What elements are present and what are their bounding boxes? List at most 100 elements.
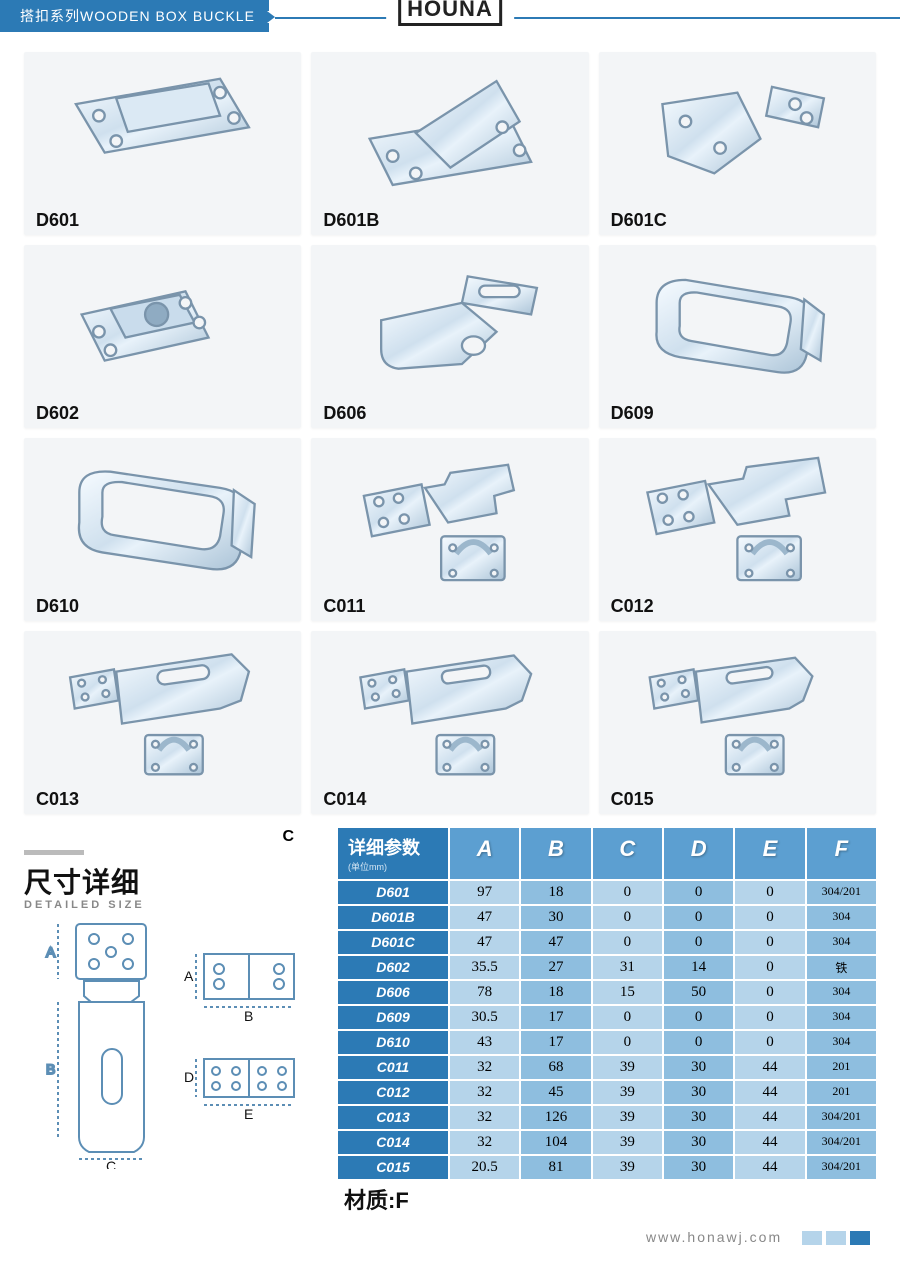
material-label: 材质:F <box>338 1179 876 1215</box>
row-header: C011 <box>338 1054 448 1079</box>
page-footer: www.honawj.com <box>0 1225 900 1257</box>
table-cell: 30 <box>662 1154 733 1179</box>
product-code: C011 <box>321 594 578 617</box>
product-thumb <box>321 58 578 208</box>
product-code: C014 <box>321 787 578 810</box>
svg-text:D: D <box>184 1069 194 1085</box>
brand-text: HOUNA <box>398 0 502 26</box>
table-cell: 0 <box>733 1004 804 1029</box>
svg-text:B: B <box>244 1008 253 1024</box>
table-cell: 304/201 <box>805 879 876 904</box>
svg-text:A: A <box>184 968 194 984</box>
row-header: C014 <box>338 1129 448 1154</box>
table-cell: 304 <box>805 904 876 929</box>
table-row: C0113268393044201 <box>338 1054 876 1079</box>
table-cell: 78 <box>448 979 519 1004</box>
product-code: D610 <box>34 594 291 617</box>
table-row: D606781815500304 <box>338 979 876 1004</box>
col-header: C <box>591 828 662 879</box>
table-row: D6019718000304/201 <box>338 879 876 904</box>
table-cell: 0 <box>591 1029 662 1054</box>
table-cell: 0 <box>733 904 804 929</box>
product-card: D609 <box>599 245 876 428</box>
table-cell: 304 <box>805 979 876 1004</box>
table-cell: 44 <box>733 1129 804 1154</box>
col-header: A <box>448 828 519 879</box>
product-thumb <box>609 637 866 787</box>
parameters-table: 详细参数 (单位mm) ABCDEF D6019718000304/201D60… <box>338 828 876 1215</box>
row-header: C015 <box>338 1154 448 1179</box>
table-cell: 126 <box>519 1104 590 1129</box>
table-cell: 44 <box>733 1079 804 1104</box>
table-row: D60930.517000304 <box>338 1004 876 1029</box>
dimension-diagram: A B C A B D E <box>24 919 324 1174</box>
product-card: D601C <box>599 52 876 235</box>
row-header: D610 <box>338 1029 448 1054</box>
brand-logo: HOUNA <box>386 0 514 22</box>
svg-text:A: A <box>46 944 56 960</box>
product-thumb <box>609 251 866 401</box>
table-cell: 15 <box>591 979 662 1004</box>
row-header: D601C <box>338 929 448 954</box>
col-header: B <box>519 828 590 879</box>
table-cell: 304/201 <box>805 1104 876 1129</box>
table-cell: 18 <box>519 879 590 904</box>
table-cell: 45 <box>519 1079 590 1104</box>
table-cell: 0 <box>662 879 733 904</box>
table-cell: 30 <box>519 904 590 929</box>
table-cell: 30 <box>662 1104 733 1129</box>
diagram-marker-c-top: C <box>24 828 324 846</box>
col-header: F <box>805 828 876 879</box>
table-cell: 0 <box>733 1029 804 1054</box>
product-code: C015 <box>609 787 866 810</box>
table-cell: 30 <box>662 1079 733 1104</box>
table-cell: 39 <box>591 1079 662 1104</box>
table-row: C0123245393044201 <box>338 1079 876 1104</box>
size-subtitle: DETAILED SIZE <box>24 899 324 911</box>
table-cell: 0 <box>733 979 804 1004</box>
table-cell: 32 <box>448 1129 519 1154</box>
table-cell: 44 <box>733 1104 804 1129</box>
table-cell: 32 <box>448 1054 519 1079</box>
table-cell: 0 <box>662 904 733 929</box>
table-cell: 304 <box>805 1004 876 1029</box>
row-header: D601B <box>338 904 448 929</box>
table-cell: 30 <box>662 1129 733 1154</box>
row-header: C012 <box>338 1079 448 1104</box>
table-cell: 50 <box>662 979 733 1004</box>
table-cell: 39 <box>591 1104 662 1129</box>
table-cell: 0 <box>733 954 804 979</box>
table-cell: 0 <box>591 929 662 954</box>
product-code: D609 <box>609 401 866 424</box>
product-card: D601B <box>311 52 588 235</box>
size-panel: C 尺寸详细 DETAILED SIZE A B <box>24 828 324 1215</box>
table-heading-sub: (单位mm) <box>348 860 438 873</box>
product-code: D602 <box>34 401 291 424</box>
table-cell: 30.5 <box>448 1004 519 1029</box>
table-cell: 44 <box>733 1054 804 1079</box>
table-header: 详细参数 (单位mm) ABCDEF <box>338 828 876 879</box>
chevron-icon <box>267 11 275 23</box>
table-cell: 32 <box>448 1104 519 1129</box>
product-card: D602 <box>24 245 301 428</box>
dash-icon <box>24 850 84 855</box>
table-cell: 304/201 <box>805 1129 876 1154</box>
table-cell: 35.5 <box>448 954 519 979</box>
table-cell: 0 <box>733 929 804 954</box>
table-cell: 47 <box>448 904 519 929</box>
product-code: D606 <box>321 401 578 424</box>
product-card: C015 <box>599 631 876 814</box>
product-card: C011 <box>311 438 588 621</box>
table-cell: 201 <box>805 1079 876 1104</box>
table-cell: 铁 <box>805 954 876 979</box>
table-cell: 18 <box>519 979 590 1004</box>
table-cell: 39 <box>591 1154 662 1179</box>
product-thumb <box>609 58 866 208</box>
product-card: C013 <box>24 631 301 814</box>
product-thumb <box>609 444 866 594</box>
table-heading-text: 详细参数 <box>348 838 420 858</box>
product-thumb <box>34 251 291 401</box>
product-card: D606 <box>311 245 588 428</box>
table-cell: 17 <box>519 1029 590 1054</box>
table-cell: 0 <box>591 904 662 929</box>
